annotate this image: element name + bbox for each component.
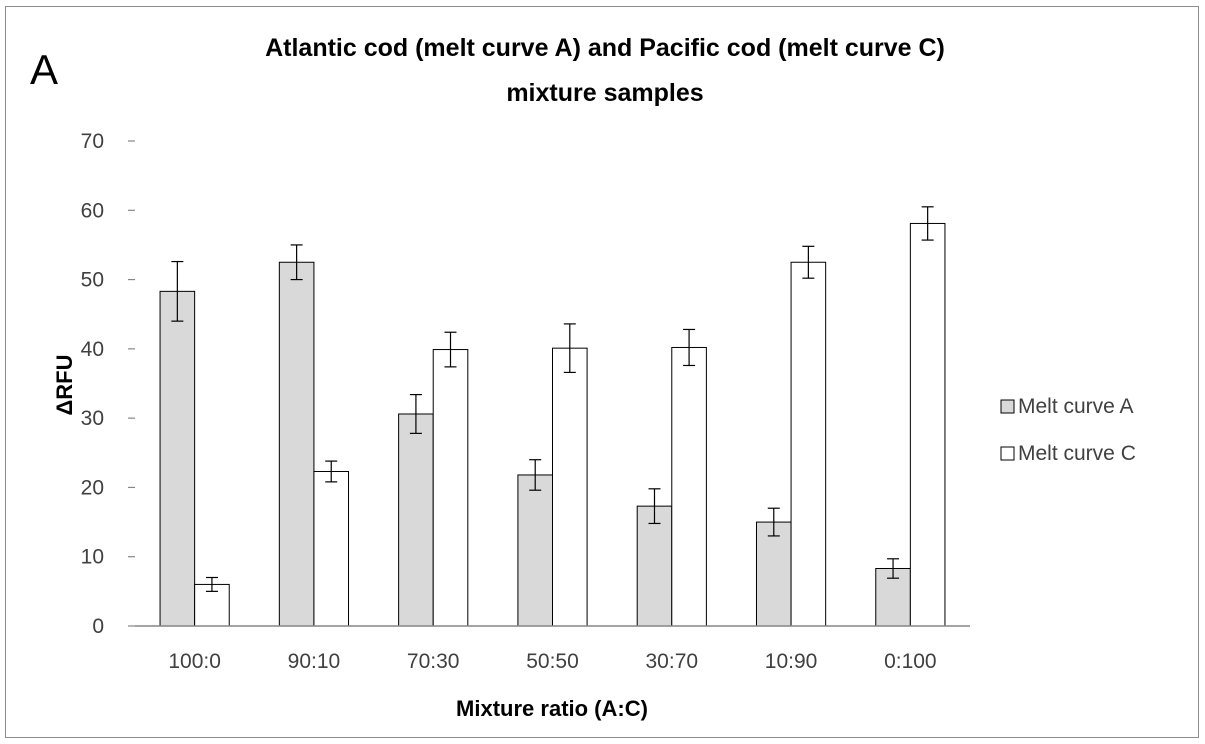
x-tick-label: 10:90 bbox=[765, 650, 818, 673]
bar-series-2 bbox=[790, 261, 827, 627]
bar-series-2 bbox=[671, 346, 707, 627]
legend-label-1: Melt curve A bbox=[1018, 395, 1134, 418]
x-tick-label: 50:50 bbox=[526, 650, 579, 673]
x-axis-label: Mixture ratio (A:C) bbox=[456, 696, 648, 721]
bar-series-2 bbox=[313, 470, 350, 627]
bar-series-1 bbox=[755, 521, 792, 627]
y-tick-label: 20 bbox=[81, 476, 104, 499]
y-tick-label: 40 bbox=[81, 338, 104, 361]
bar-series-2 bbox=[432, 349, 469, 627]
error-bars-group bbox=[171, 206, 934, 592]
x-axis-ticks: 100:0 90:10 70:30 50:50 30:70 10:90 0:100 bbox=[168, 650, 936, 673]
chart-title-line-2: mixture samples bbox=[506, 79, 703, 107]
legend-label-2: Melt curve C bbox=[1018, 442, 1136, 465]
y-tick-label: 10 bbox=[81, 546, 104, 569]
legend-swatch-2 bbox=[1000, 446, 1015, 461]
bar-series-1 bbox=[398, 413, 434, 627]
legend-swatch-1 bbox=[1000, 399, 1015, 414]
x-tick-label: 90:10 bbox=[288, 650, 341, 673]
y-tick-label: 50 bbox=[81, 269, 104, 292]
bars-group bbox=[159, 222, 946, 627]
x-tick-label: 100:0 bbox=[168, 650, 221, 673]
x-tick-label: 0:100 bbox=[884, 650, 937, 673]
bar-series-1 bbox=[278, 261, 315, 627]
chart-title-line-1: Atlantic cod (melt curve A) and Pacific … bbox=[265, 34, 945, 62]
bar-series-2 bbox=[552, 347, 588, 627]
y-axis-ticks: 0 10 20 30 40 50 60 70 bbox=[81, 130, 135, 638]
y-tick-label: 30 bbox=[81, 407, 104, 430]
y-tick-label: 60 bbox=[81, 199, 104, 222]
x-tick-label: 70:30 bbox=[407, 650, 460, 673]
y-tick-label: 70 bbox=[81, 130, 104, 153]
bar-series-1 bbox=[159, 290, 196, 627]
y-tick-label: 0 bbox=[92, 615, 104, 638]
panel-label: A bbox=[30, 46, 58, 93]
bar-series-1 bbox=[636, 505, 673, 627]
legend: Melt curve A Melt curve C bbox=[1000, 395, 1136, 465]
bar-series-2 bbox=[909, 222, 946, 627]
bar-series-1 bbox=[517, 474, 554, 627]
y-axis-label: ΔRFU bbox=[52, 354, 77, 415]
x-tick-label: 30:70 bbox=[646, 650, 699, 673]
